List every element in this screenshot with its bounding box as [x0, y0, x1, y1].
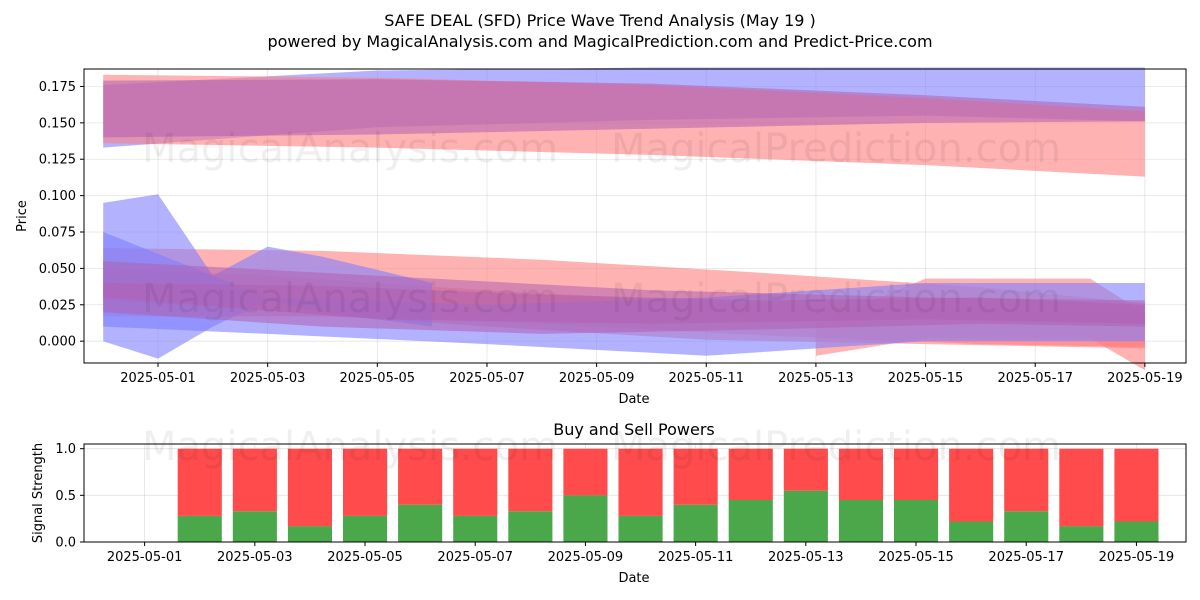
powers-x-tick-label: 2025-05-17 — [988, 550, 1064, 565]
price-x-tick-label: 2025-05-07 — [449, 371, 525, 386]
price-x-tick-label: 2025-05-15 — [888, 371, 964, 386]
buy-power-bar — [343, 515, 388, 542]
price-y-tick-label: 0.125 — [39, 153, 76, 168]
powers-y-ticks: 0.0 0.5 1.0 — [55, 442, 84, 551]
powers-x-tick-label: 2025-05-01 — [107, 550, 183, 565]
watermark-prediction-top: MagicalPrediction.com — [611, 126, 1061, 172]
powers-x-tick-label: 2025-05-19 — [1099, 550, 1175, 565]
powers-x-tick-label: 2025-05-07 — [437, 550, 513, 565]
powers-plot-frame — [83, 443, 1187, 543]
price-y-tick-label: 0.100 — [39, 189, 76, 204]
price-x-tick-label: 2025-05-01 — [120, 371, 196, 386]
price-x-tick-label: 2025-05-19 — [1107, 371, 1183, 386]
buy-power-bar — [1004, 511, 1049, 542]
sell-power-bar — [1059, 448, 1104, 527]
sell-power-bar — [673, 448, 718, 505]
buy-power-bar — [398, 504, 443, 542]
buy-power-bar — [728, 500, 773, 542]
powers-x-tick-label: 2025-05-09 — [548, 550, 624, 565]
powers-x-tick-label: 2025-05-13 — [768, 550, 844, 565]
buy-power-bar — [618, 515, 663, 542]
sell-power-bar — [728, 448, 773, 500]
price-x-tick-label: 2025-05-03 — [230, 371, 306, 386]
sell-power-bar — [453, 448, 498, 516]
watermark-analysis-mid: MagicalAnalysis.com — [142, 276, 558, 322]
sell-power-bar — [1004, 448, 1049, 512]
powers-y-label: Signal Strength — [31, 443, 46, 543]
powers-x-tick-label: 2025-05-05 — [327, 550, 403, 565]
sell-power-bar — [783, 448, 828, 491]
price-plot-frame — [83, 68, 1187, 364]
price-x-tick-label: 2025-05-13 — [778, 371, 854, 386]
wave-band-purple — [103, 79, 1145, 138]
sell-power-bar — [949, 448, 994, 522]
sell-power-bar — [894, 448, 939, 500]
powers-x-tick-label: 2025-05-11 — [658, 550, 734, 565]
sell-power-bar — [838, 448, 883, 500]
powers-title: Buy and Sell Powers — [553, 420, 715, 439]
buy-power-bar — [949, 521, 994, 542]
price-bands — [103, 67, 1145, 371]
price-y-label: Price — [15, 200, 30, 232]
price-y-tick-label: 0.025 — [39, 298, 76, 313]
sell-power-bar — [1114, 448, 1159, 522]
watermark-prediction-bottom: MagicalPrediction.com — [611, 424, 1061, 470]
buy-power-bar — [673, 504, 718, 542]
buy-power-bar — [1114, 521, 1159, 542]
watermark-prediction-mid: MagicalPrediction.com — [611, 276, 1061, 322]
price-x-tick-label: 2025-05-05 — [340, 371, 416, 386]
powers-bars — [177, 448, 1159, 542]
buy-power-bar — [287, 526, 332, 542]
price-x-label: Date — [618, 392, 649, 407]
price-y-tick-label: 0.000 — [39, 335, 76, 350]
buy-power-bar — [563, 495, 608, 542]
buy-power-bar — [177, 515, 222, 542]
buy-power-bar — [508, 511, 553, 542]
powers-y-tick-label: 0.5 — [55, 489, 76, 504]
chart-title: SAFE DEAL (SFD) Price Wave Trend Analysi… — [384, 11, 816, 30]
price-y-tick-label: 0.150 — [39, 116, 76, 131]
powers-x-ticks: 2025-05-01 2025-05-03 2025-05-05 2025-05-07… — [107, 542, 1174, 565]
price-x-tick-label: 2025-05-17 — [997, 371, 1073, 386]
buy-power-bar — [453, 515, 498, 542]
buy-power-bar — [1059, 526, 1104, 542]
sell-power-bar — [618, 448, 663, 516]
sell-power-bar — [343, 448, 388, 516]
powers-y-tick-label: 1.0 — [55, 442, 76, 457]
price-y-tick-label: 0.075 — [39, 226, 76, 241]
price-y-tick-label: 0.050 — [39, 262, 76, 277]
price-x-tick-label: 2025-05-09 — [559, 371, 635, 386]
buy-power-bar — [232, 511, 277, 542]
wave-band-purple — [103, 261, 1145, 324]
powers-x-tick-label: 2025-05-03 — [217, 550, 293, 565]
sell-power-bar — [232, 448, 277, 512]
sell-power-bar — [508, 448, 553, 512]
buy-power-bar — [838, 500, 883, 542]
powers-y-tick-label: 0.0 — [55, 536, 76, 551]
buy-power-bar — [894, 500, 939, 542]
buy-power-bar — [783, 490, 828, 542]
watermark-analysis-top: MagicalAnalysis.com — [142, 126, 558, 172]
watermark-analysis-bottom: MagicalAnalysis.com — [142, 424, 558, 470]
price-x-ticks: 2025-05-01 2025-05-03 2025-05-05 2025-05-07… — [120, 363, 1183, 386]
price-x-tick-label: 2025-05-11 — [668, 371, 744, 386]
powers-x-tick-label: 2025-05-15 — [878, 550, 954, 565]
price-y-tick-label: 0.175 — [39, 80, 76, 95]
sell-power-bar — [563, 448, 608, 496]
chart-subtitle: powered by MagicalAnalysis.com and Magic… — [267, 32, 932, 51]
sell-power-bar — [398, 448, 443, 505]
price-y-ticks: 0.000 0.025 0.050 0.075 0.100 0.125 0.150 0.175 — [39, 80, 84, 350]
powers-x-label: Date — [618, 571, 649, 586]
sell-power-bar — [287, 448, 332, 527]
sell-power-bar — [177, 448, 222, 516]
